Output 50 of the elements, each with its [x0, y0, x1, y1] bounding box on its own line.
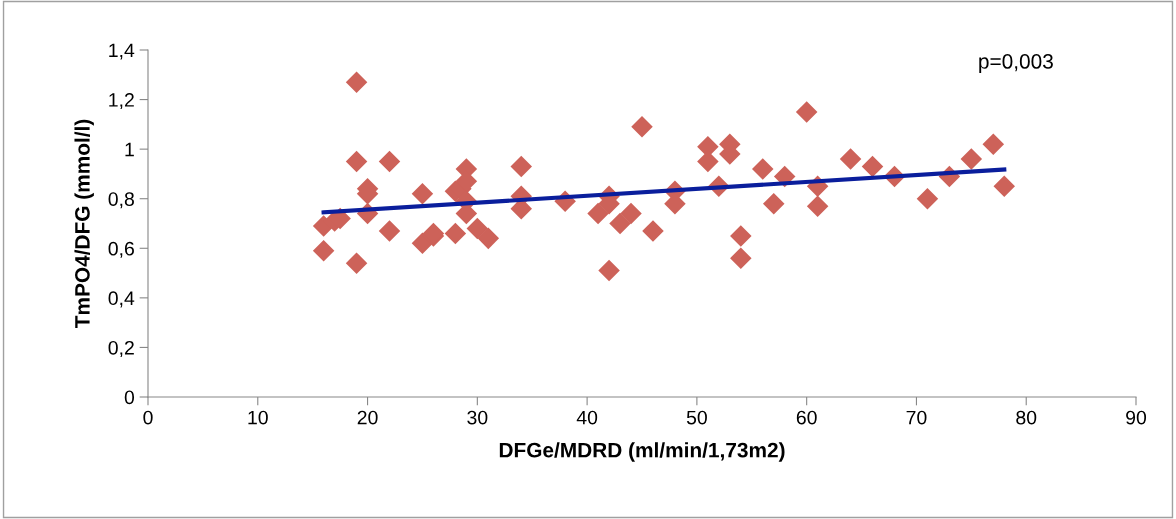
point: [345, 252, 368, 274]
x-tick-label: 10: [248, 410, 268, 425]
point: [587, 202, 609, 225]
annotation: p=0,003: [979, 54, 1053, 73]
point: [477, 227, 500, 250]
point: [916, 187, 939, 210]
point: [795, 101, 818, 123]
point: [620, 202, 642, 225]
point: [861, 155, 884, 178]
x-tick-label: 50: [686, 410, 707, 425]
y-tick-label: 0,6: [108, 241, 134, 258]
point: [993, 175, 1016, 198]
y-tick-label: 0,4: [108, 291, 135, 308]
x-tick-label: 0: [143, 410, 153, 425]
x-tick-label: 30: [467, 410, 488, 425]
point: [839, 148, 862, 170]
point: [806, 195, 829, 217]
y-tick-label: 1: [125, 142, 134, 157]
y-tick-label: 1,2: [109, 93, 134, 110]
point: [762, 192, 785, 215]
y-tick-label: 1,4: [109, 43, 135, 60]
point: [598, 259, 620, 282]
x-tick-label: 40: [576, 410, 598, 425]
point: [752, 158, 774, 180]
point: [466, 217, 489, 240]
y-axis-title: TmPO4/DFG (mmol/l): [74, 119, 94, 329]
x-tick-label: 60: [796, 410, 817, 425]
y-tick-label: 0,8: [108, 192, 134, 209]
y-tick-label: 0,2: [108, 340, 134, 357]
point: [960, 148, 983, 170]
y-tick-label: 0: [124, 390, 135, 405]
point: [730, 247, 752, 269]
point: [510, 155, 532, 178]
point: [345, 71, 368, 93]
x-axis-title: DFGe/MDRD (ml/min/1,73m2): [499, 442, 785, 462]
point: [378, 220, 401, 242]
x-tick-label: 90: [1126, 410, 1147, 425]
point: [411, 183, 434, 205]
x-tick-label: 20: [357, 410, 378, 425]
point: [609, 212, 631, 235]
point: [312, 240, 335, 262]
x-tick-label: 80: [1016, 410, 1037, 425]
point: [730, 225, 752, 247]
x-tick-label: 70: [906, 410, 927, 425]
point: [642, 220, 664, 242]
point: [631, 116, 653, 138]
point: [345, 150, 368, 173]
point: [444, 222, 467, 245]
point: [982, 133, 1005, 155]
point: [378, 150, 401, 173]
